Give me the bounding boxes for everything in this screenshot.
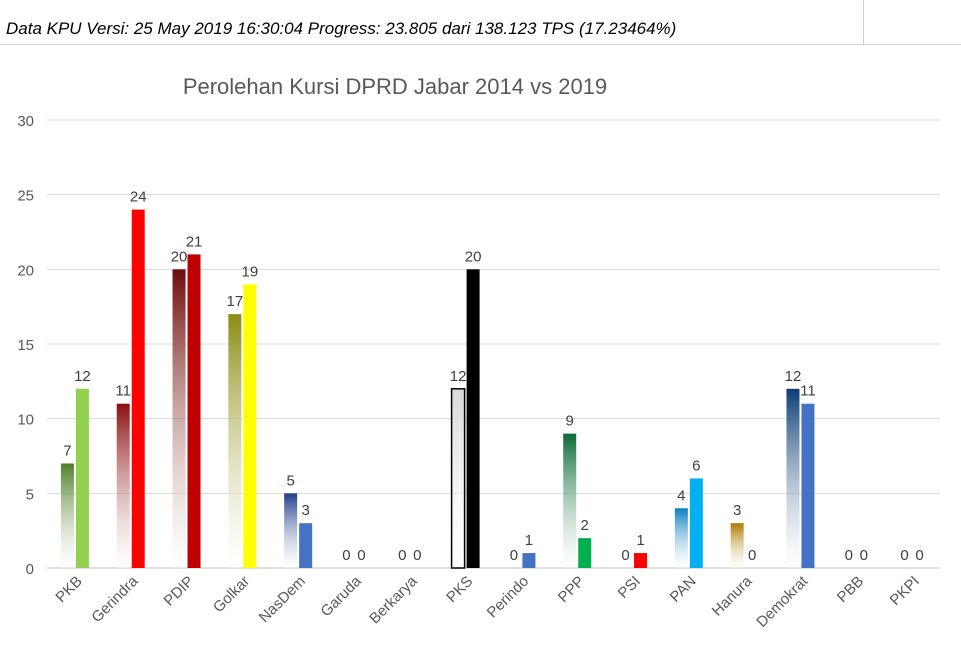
x-tick-label: Gerindra [88, 572, 142, 626]
data-label: 17 [227, 293, 244, 310]
seat-chart: Perolehan Kursi DPRD Jabar 2014 vs 2019 … [17, 74, 940, 631]
bar-2019-pkb [75, 388, 89, 568]
x-tick-label: Perindo [484, 573, 533, 622]
x-tick-label: Berkarya [366, 572, 421, 627]
data-label: 0 [621, 547, 629, 564]
data-label: 0 [413, 547, 421, 564]
data-label: 20 [171, 248, 188, 265]
data-label: 20 [465, 248, 482, 265]
x-tick-label: NasDem [256, 573, 309, 626]
bar-2019-psi [634, 553, 648, 568]
bar-2014-ppp [563, 433, 577, 568]
y-tick-label: 20 [17, 262, 34, 279]
bar-2014-gerindra [116, 403, 130, 568]
data-label: 9 [566, 413, 574, 430]
data-label: 12 [450, 368, 467, 385]
data-label: 11 [800, 383, 816, 400]
x-tick-label: Golkar [210, 573, 253, 616]
x-tick-label: PDIP [161, 573, 198, 610]
empty-cell [864, 0, 961, 45]
bar-2019-golkar [243, 284, 257, 568]
chart-title: Perolehan Kursi DPRD Jabar 2014 vs 2019 [183, 74, 607, 99]
y-tick-label: 25 [17, 188, 34, 205]
data-label: 0 [915, 547, 923, 564]
data-label: 6 [692, 457, 700, 474]
bar-2019-nasdem [299, 523, 313, 568]
kpu-status-text: Data KPU Versi: 25 May 2019 16:30:04 Pro… [6, 19, 677, 38]
data-label: 3 [301, 502, 309, 519]
bar-2019-pan [689, 478, 703, 568]
data-label: 4 [677, 487, 685, 504]
data-label: 1 [636, 532, 644, 549]
data-label: 0 [900, 547, 908, 564]
data-label: 1 [525, 532, 533, 549]
data-label: 11 [115, 383, 131, 400]
status-cell: Data KPU Versi: 25 May 2019 16:30:04 Pro… [0, 0, 864, 45]
bar-2014-demokrat [786, 388, 800, 568]
data-label: 7 [63, 442, 71, 459]
data-label: 5 [286, 472, 294, 489]
bar-2014-pdip [172, 269, 186, 568]
x-tick-label: Hanura [709, 572, 756, 619]
bar-2019-ppp [578, 538, 592, 568]
x-tick-label: PPP [555, 573, 588, 606]
data-label: 0 [860, 547, 868, 564]
bar-2014-pan [674, 508, 688, 568]
x-tick-label: PKB [52, 573, 85, 606]
data-label: 12 [785, 368, 802, 385]
data-label: 21 [186, 233, 203, 250]
bar-2014-hanura [730, 523, 744, 568]
x-tick-label: PSI [615, 573, 644, 602]
data-label: 0 [398, 547, 406, 564]
bar-2014-pks [450, 388, 466, 569]
data-label: 19 [242, 263, 259, 280]
bar-2019-gerindra [131, 209, 145, 568]
data-label: 0 [845, 547, 853, 564]
bar-2019-pdip [187, 254, 201, 568]
data-label: 3 [733, 502, 741, 519]
x-tick-label: Demokrat [753, 572, 812, 631]
data-label: 12 [74, 368, 91, 385]
bar-2019-demokrat [801, 403, 815, 568]
y-tick-label: 15 [17, 337, 34, 354]
data-label: 0 [357, 547, 365, 564]
y-tick-label: 10 [17, 412, 34, 429]
data-label: 24 [130, 189, 147, 206]
data-label: 0 [510, 547, 518, 564]
bar-2019-perindo [522, 553, 536, 568]
data-label: 0 [748, 547, 756, 564]
data-label: 0 [342, 547, 350, 564]
bar-2014-nasdem [284, 493, 298, 568]
x-tick-label: PKS [443, 573, 476, 606]
x-tick-label: PKPI [887, 573, 923, 609]
y-tick-label: 30 [17, 113, 34, 130]
data-label: 2 [581, 517, 589, 534]
x-tick-label: PBB [834, 573, 867, 606]
bar-2014-golkar [228, 314, 242, 568]
x-tick-label: Garuda [317, 572, 365, 620]
x-tick-label: PAN [667, 573, 700, 606]
y-tick-label: 5 [26, 486, 34, 503]
y-tick-label: 0 [26, 561, 34, 578]
bar-2014-pkb [60, 463, 74, 568]
bar-2019-pks [466, 269, 480, 568]
